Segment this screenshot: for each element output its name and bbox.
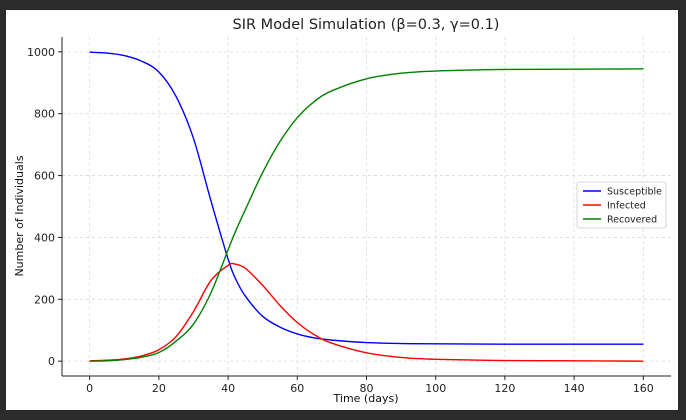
legend: Susceptible Infected Recovered xyxy=(576,181,667,229)
sir-chart: 0 20 40 60 80 100 120 140 160 0 200 400 600 800 1000 S… xyxy=(13,17,671,405)
x-tick-label: 40 xyxy=(221,382,235,395)
x-tick-label: 120 xyxy=(494,382,515,395)
y-tick-label: 1000 xyxy=(27,46,55,59)
legend-label-recovered: Recovered xyxy=(607,215,657,226)
legend-label-susceptible: Susceptible xyxy=(607,187,662,198)
x-tick-label: 60 xyxy=(290,382,304,395)
x-tick-label: 80 xyxy=(360,382,374,395)
series-line-recovered xyxy=(89,68,644,362)
y-tick-label: 800 xyxy=(34,108,55,121)
x-axis-label: Time (days) xyxy=(333,392,399,405)
x-tick-label: 0 xyxy=(86,382,93,395)
y-axis-label: Number of Individuals xyxy=(13,155,26,276)
series-line-susceptible xyxy=(89,51,644,345)
axes: 0 20 40 60 80 100 120 140 160 0 200 400 600 800 1000 xyxy=(27,37,671,395)
chart-title: SIR Model Simulation (β=0.3, γ=0.1) xyxy=(233,17,500,33)
series-lines xyxy=(89,51,644,362)
y-tick-label: 600 xyxy=(34,170,55,183)
x-tick-label: 100 xyxy=(425,382,446,395)
x-tick-label: 140 xyxy=(564,382,585,395)
legend-label-infected: Infected xyxy=(607,201,646,212)
series-line-infected xyxy=(89,262,644,362)
y-tick-label: 200 xyxy=(34,293,55,306)
y-tick-label: 400 xyxy=(34,231,55,244)
x-tick-label: 20 xyxy=(152,382,166,395)
y-tick-label: 0 xyxy=(48,355,55,368)
legend-box xyxy=(576,181,667,229)
chart-frame: 0 20 40 60 80 100 120 140 160 0 200 400 600 800 1000 S… xyxy=(6,10,678,410)
x-tick-label: 160 xyxy=(633,382,654,395)
